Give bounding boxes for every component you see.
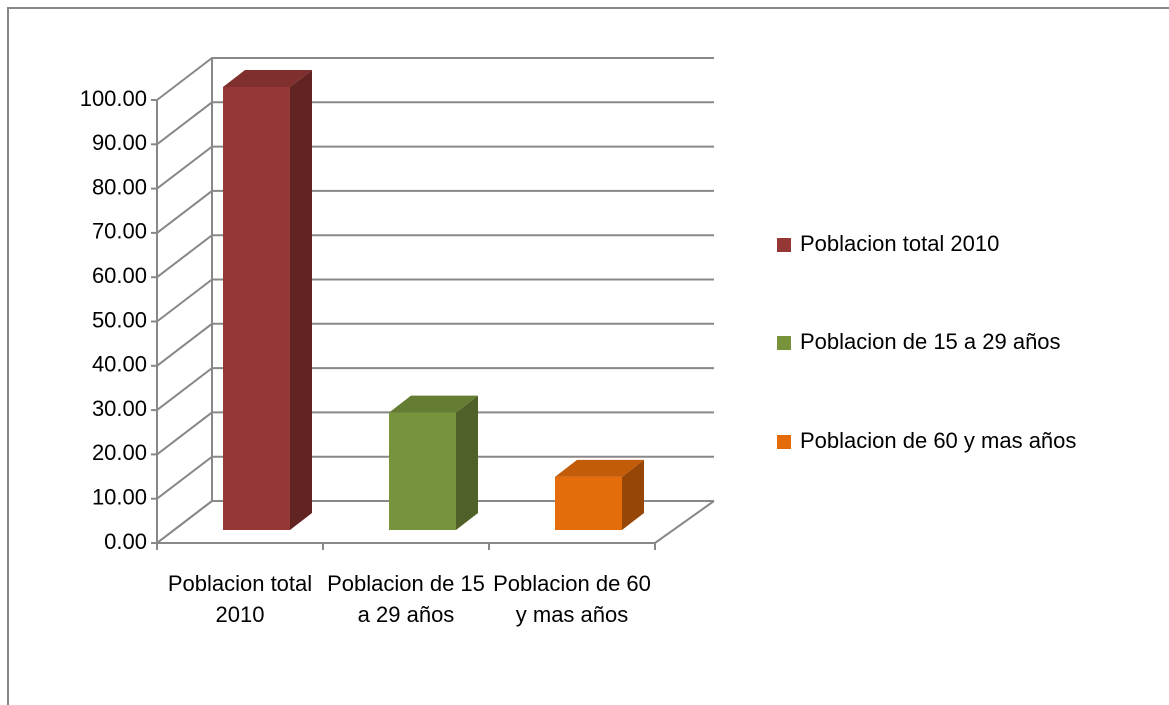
grid-line — [156, 234, 714, 278]
y-tick-label: 70.00 — [92, 219, 147, 244]
legend-swatch — [777, 336, 791, 350]
grid-line — [156, 101, 714, 146]
grid-line — [156, 500, 714, 544]
bar-top — [555, 459, 644, 477]
grid-line — [156, 145, 714, 190]
grid-line — [156, 367, 714, 411]
legend-swatch — [777, 435, 791, 449]
y-tick-label: 30.00 — [92, 396, 147, 421]
legend-label: Poblacion total 2010 — [800, 231, 1000, 256]
legend-label: Poblacion de 15 a 29 años — [800, 329, 1061, 354]
bar-side — [622, 459, 644, 530]
bar-side — [290, 70, 312, 530]
y-tick-label: 50.00 — [92, 307, 147, 332]
bar — [389, 395, 478, 530]
bar-front — [389, 412, 456, 530]
bar-front — [223, 87, 290, 530]
x-tick-label: Poblacion de 60 y mas años — [493, 571, 651, 627]
chart-border — [7, 7, 1169, 705]
bar-side — [456, 395, 478, 530]
y-tick-label: 40.00 — [92, 352, 147, 377]
legend-swatch — [777, 238, 791, 252]
y-tick-label: 100.00 — [80, 86, 147, 111]
grid-line — [156, 189, 714, 234]
bar — [555, 459, 644, 530]
legend-label: Poblacion de 60 y mas años — [800, 428, 1077, 453]
y-tick-label: 0.00 — [104, 529, 147, 554]
grid-line — [156, 57, 714, 101]
x-tick-label: Poblacion total 2010 — [167, 571, 313, 627]
bar-front — [555, 476, 622, 530]
y-tick-label: 20.00 — [92, 440, 147, 465]
grid-line — [156, 411, 714, 456]
y-tick-label: 80.00 — [92, 174, 147, 199]
y-tick-label: 10.00 — [92, 485, 147, 510]
y-tick-label: 90.00 — [92, 130, 147, 155]
grid-line — [156, 322, 714, 367]
grid-line — [156, 278, 714, 323]
x-tick-label: Poblacion de 15 a 29 años — [327, 571, 485, 627]
bar — [223, 70, 312, 530]
bar-top — [223, 70, 312, 87]
bar-top — [389, 395, 478, 413]
grid-line — [156, 455, 714, 500]
y-tick-label: 60.00 — [92, 263, 147, 288]
